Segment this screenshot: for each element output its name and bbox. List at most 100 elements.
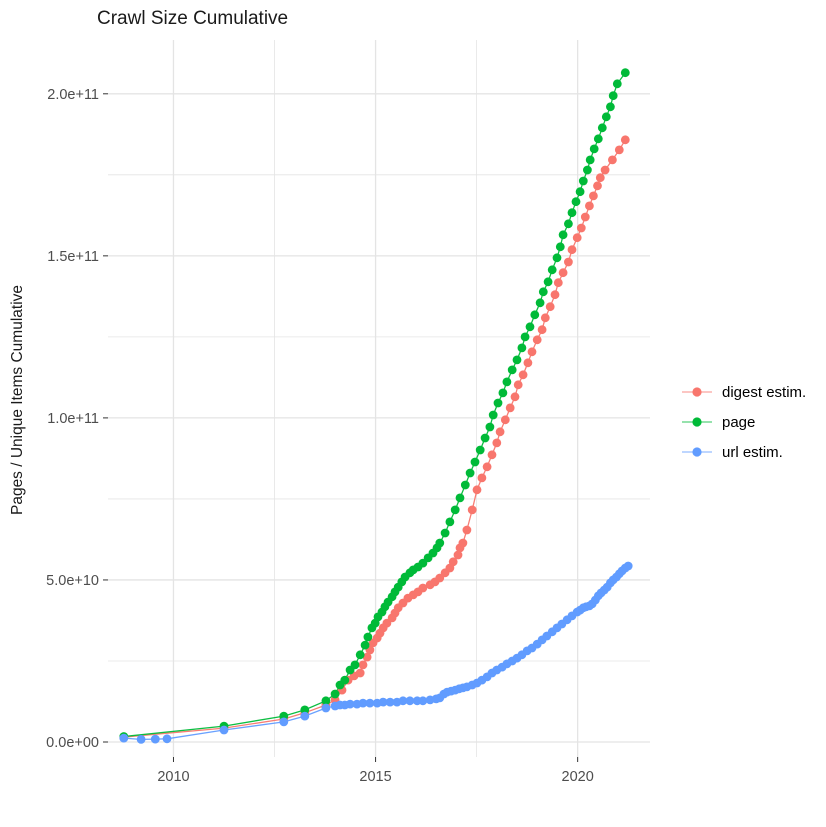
series-points-urlestim (119, 561, 633, 744)
data-point (385, 697, 395, 707)
data-point (378, 697, 388, 707)
data-point (538, 287, 548, 297)
data-point (418, 583, 428, 593)
data-point (583, 165, 592, 175)
series-points-digestestim (119, 135, 630, 742)
legend-key-page-icon (682, 417, 712, 427)
data-point (600, 165, 610, 175)
data-point (355, 668, 365, 678)
legend: digest estim. page url estim. (680, 377, 806, 467)
data-point (467, 505, 477, 515)
data-point (480, 433, 490, 443)
data-point (485, 422, 495, 432)
data-point (355, 650, 365, 660)
data-point (507, 365, 517, 375)
data-point (523, 358, 533, 368)
legend-item-page: page (680, 407, 806, 437)
data-point (567, 208, 577, 218)
data-point (435, 538, 445, 548)
data-point (300, 711, 310, 721)
y-tick-label: 1.5e+11 (47, 249, 99, 265)
data-point (589, 144, 599, 154)
legend-key-url-icon (682, 447, 712, 457)
data-point (475, 445, 485, 455)
data-point (493, 398, 503, 408)
data-point (595, 173, 605, 183)
data-point (535, 298, 545, 308)
y-axis-title: Pages / Unique Items Cumulative (9, 284, 26, 516)
data-point (487, 450, 497, 460)
data-point (572, 233, 582, 243)
data-point (518, 370, 528, 380)
data-point (608, 155, 617, 165)
data-point (525, 322, 535, 332)
data-point (555, 242, 565, 252)
data-point (340, 675, 350, 685)
series-line-digestestim (123, 139, 626, 738)
data-point (472, 485, 482, 495)
data-point (597, 123, 607, 133)
data-point (119, 733, 129, 743)
data-point (580, 212, 590, 222)
data-point (362, 652, 372, 662)
y-tick-label: 0.0e+00 (46, 735, 99, 751)
data-point (358, 698, 368, 708)
data-point (505, 403, 515, 413)
legend-key-dot (692, 417, 702, 427)
data-point (363, 632, 373, 642)
data-point (517, 343, 527, 353)
data-point (553, 278, 563, 288)
data-point (576, 223, 586, 233)
data-point (502, 377, 512, 387)
data-point (495, 427, 505, 437)
data-point (564, 257, 573, 267)
data-point (567, 245, 577, 255)
data-point (585, 155, 595, 165)
data-point (620, 68, 630, 78)
series-points-page (119, 68, 630, 741)
data-point (575, 187, 585, 197)
data-point (358, 660, 368, 670)
data-point (564, 219, 573, 229)
data-point (512, 355, 522, 365)
x-tick-label: 2010 (157, 769, 189, 785)
data-point (510, 392, 520, 402)
data-point (405, 696, 415, 706)
data-point (547, 265, 557, 275)
legend-item-digest: digest estim. (680, 377, 806, 407)
legend-key-digest-icon (682, 387, 712, 397)
y-tick-label: 5.0e+10 (46, 573, 99, 589)
data-point (492, 438, 502, 448)
data-point (585, 201, 594, 211)
chart-title: Crawl Size Cumulative (97, 8, 289, 29)
data-point (620, 135, 630, 145)
data-point (445, 517, 455, 527)
data-point (488, 410, 498, 420)
data-point (552, 253, 562, 263)
data-point (455, 493, 465, 503)
data-point (345, 699, 355, 709)
data-point (300, 705, 310, 715)
data-point (365, 698, 375, 708)
data-point (440, 528, 450, 538)
data-point (418, 696, 428, 706)
data-point (136, 735, 146, 744)
data-point (500, 415, 510, 425)
data-point (589, 191, 598, 201)
data-point (460, 480, 470, 490)
data-point (532, 335, 542, 345)
data-point (477, 473, 487, 483)
data-point (458, 538, 468, 548)
data-point (571, 197, 581, 207)
data-point (520, 332, 530, 342)
data-point (465, 468, 475, 478)
data-point (330, 689, 340, 699)
data-point (450, 505, 460, 515)
data-point (623, 561, 633, 571)
data-point (537, 325, 547, 335)
data-point (219, 725, 229, 735)
data-point (470, 457, 480, 467)
data-point (543, 277, 553, 287)
data-point (498, 388, 508, 398)
